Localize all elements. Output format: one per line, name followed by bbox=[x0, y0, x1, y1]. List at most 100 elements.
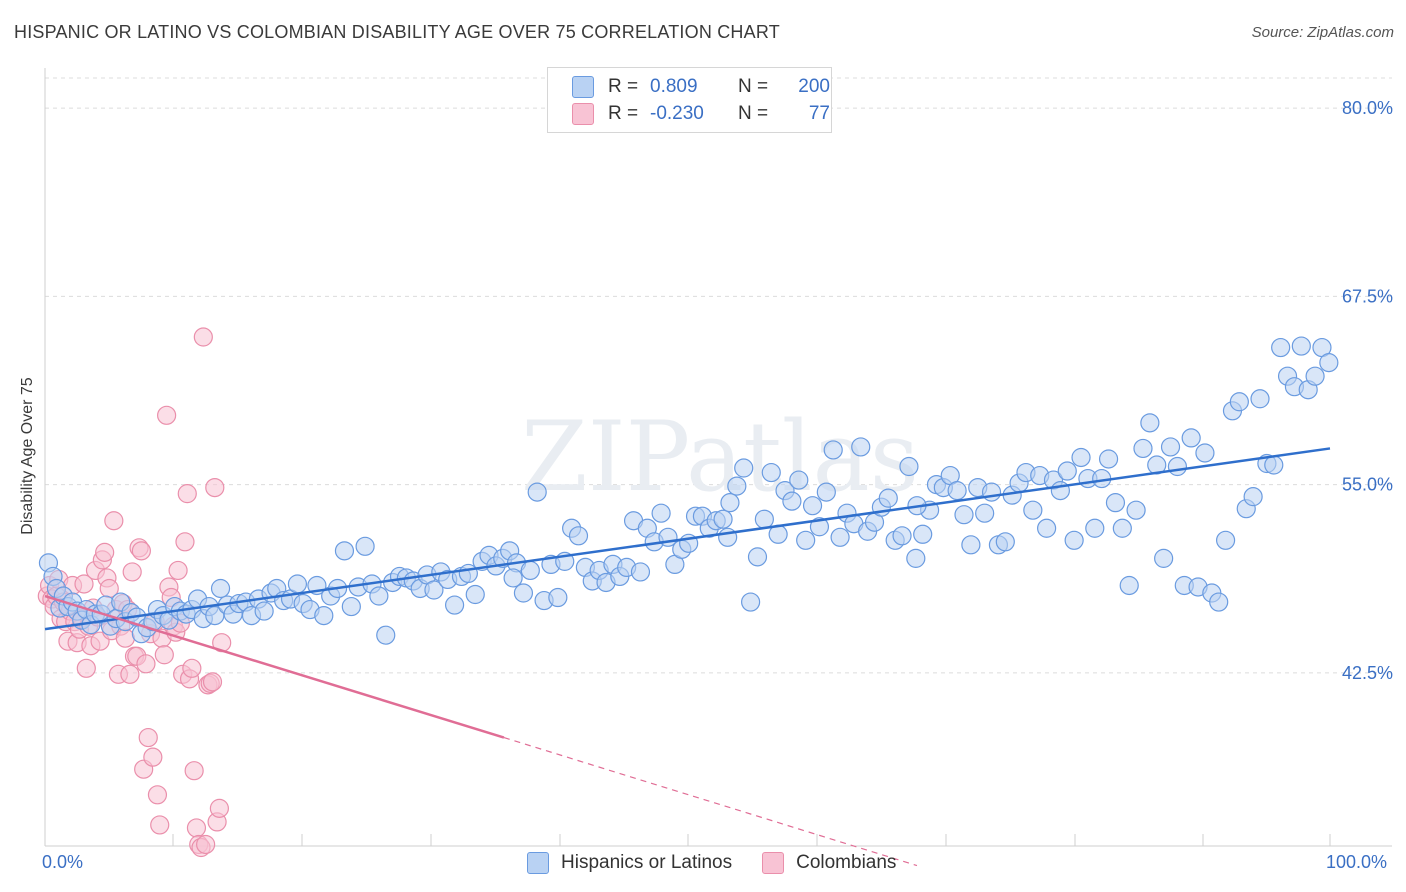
hispanics-point-54 bbox=[341, 596, 361, 617]
legend-n-label: N = bbox=[738, 103, 769, 124]
hispanics-point-136 bbox=[906, 548, 926, 568]
source-label: Source: bbox=[1251, 24, 1304, 41]
hispanics-point-132 bbox=[878, 488, 898, 508]
hispanics-point-121 bbox=[802, 496, 823, 516]
legend-n-label: N = bbox=[738, 76, 769, 97]
hispanics-point-185 bbox=[1243, 487, 1263, 507]
bottom-legend-item-hispanics: Hispanics or Latinos bbox=[527, 852, 732, 874]
hispanics-point-108 bbox=[713, 509, 733, 529]
hispanics-point-167 bbox=[1119, 575, 1139, 596]
y-tick-labels: 42.5% 55.0% 67.5% 80.0% bbox=[1342, 98, 1393, 683]
hispanics-point-160 bbox=[1071, 447, 1091, 468]
hispanics-point-118 bbox=[782, 491, 802, 511]
bottom-legend-swatch-pink bbox=[762, 852, 785, 874]
legend-swatch-pink bbox=[572, 103, 594, 125]
hispanics-point-34 bbox=[210, 578, 231, 599]
colombians-point-69 bbox=[196, 834, 216, 855]
colombians-trend-line bbox=[44, 594, 505, 739]
hispanics-point-58 bbox=[369, 586, 389, 606]
legend-row-hispanics: R = 0.809 N = 200 bbox=[572, 74, 830, 100]
colombians-point-17 bbox=[76, 658, 96, 678]
colombians-point-43 bbox=[136, 654, 156, 674]
hispanics-point-192 bbox=[1291, 336, 1311, 356]
hispanics-point-128 bbox=[851, 437, 871, 457]
watermark: ZIPatlas bbox=[521, 401, 919, 513]
legend-n-value: 200 bbox=[798, 76, 830, 97]
hispanics-point-84 bbox=[548, 587, 568, 608]
y-tick-label-0: 42.5% bbox=[1342, 663, 1393, 683]
hispanics-point-53 bbox=[334, 541, 355, 561]
colombians-point-68 bbox=[193, 327, 213, 347]
colombians-point-37 bbox=[122, 562, 142, 582]
hispanics-point-158 bbox=[1057, 461, 1077, 481]
hispanics-point-99 bbox=[651, 503, 671, 523]
hispanics-point-183 bbox=[1229, 392, 1249, 412]
hispanics-point-169 bbox=[1133, 438, 1153, 459]
hispanics-point-146 bbox=[975, 503, 995, 523]
axes bbox=[44, 68, 1392, 847]
hispanics-point-109 bbox=[720, 493, 740, 513]
hispanics-point-66 bbox=[424, 580, 444, 600]
hispanics-points bbox=[38, 336, 1339, 645]
bottom-legend-swatch-blue bbox=[527, 852, 549, 874]
hispanics-point-199 bbox=[503, 568, 523, 588]
colombians-point-72 bbox=[202, 672, 223, 692]
colombians-point-41 bbox=[131, 541, 151, 561]
y-tick-label-2: 67.5% bbox=[1342, 286, 1393, 306]
hispanics-point-196 bbox=[1319, 353, 1339, 373]
hispanics-point-194 bbox=[1305, 366, 1325, 386]
hispanics-point-137 bbox=[913, 524, 933, 544]
hispanics-point-96 bbox=[630, 562, 651, 582]
hispanics-trend-line bbox=[44, 447, 1331, 631]
hispanics-point-111 bbox=[734, 458, 754, 478]
hispanics-point-142 bbox=[947, 481, 967, 501]
colombians-point-57 bbox=[168, 560, 188, 581]
hispanics-point-110 bbox=[727, 476, 747, 496]
watermark-text: ZIPatlas bbox=[521, 401, 919, 513]
x-tick-label-min: 0.0% bbox=[42, 852, 84, 872]
hispanics-point-186 bbox=[1250, 389, 1270, 409]
colombians-point-73 bbox=[205, 478, 225, 498]
hispanics-point-50 bbox=[314, 605, 334, 626]
hispanics-point-123 bbox=[816, 482, 836, 502]
hispanics-point-79 bbox=[513, 583, 534, 603]
hispanics-point-149 bbox=[995, 532, 1015, 552]
colombians-point-34 bbox=[115, 628, 135, 648]
colombians-point-64 bbox=[184, 761, 204, 781]
hispanics-point-172 bbox=[1154, 548, 1174, 568]
hispanics-point-124 bbox=[823, 440, 843, 460]
bottom-legend-label-colombians: Colombians bbox=[796, 852, 897, 873]
bottom-legend-item-colombians: Colombians bbox=[762, 852, 896, 874]
hispanics-point-166 bbox=[1112, 518, 1132, 538]
hispanics-point-122 bbox=[809, 517, 830, 537]
colombians-point-29 bbox=[104, 511, 124, 531]
hispanics-point-72 bbox=[465, 584, 485, 605]
hispanics-point-159 bbox=[1064, 530, 1084, 550]
x-tick-label-max: 100.0% bbox=[1326, 852, 1388, 872]
colombians-point-46 bbox=[143, 747, 163, 767]
trend-lines bbox=[44, 447, 1331, 867]
colombians-point-16 bbox=[74, 574, 94, 594]
hispanics-point-155 bbox=[1037, 518, 1057, 538]
hispanics-point-114 bbox=[754, 509, 774, 529]
hispanics-point-113 bbox=[747, 547, 768, 567]
hispanics-point-176 bbox=[1181, 428, 1201, 448]
hispanics-point-168 bbox=[1126, 500, 1146, 520]
hispanics-point-56 bbox=[355, 536, 375, 556]
legend-r-label: R = bbox=[608, 103, 639, 124]
colombians-point-60 bbox=[175, 532, 195, 552]
legend-r-value: 0.809 bbox=[650, 76, 698, 97]
hispanics-point-80 bbox=[520, 560, 540, 581]
hispanics-point-173 bbox=[1160, 437, 1181, 457]
legend-r-label: R = bbox=[608, 76, 639, 97]
hispanics-point-153 bbox=[1023, 500, 1043, 520]
hispanics-point-125 bbox=[830, 527, 850, 547]
hispanics-point-178 bbox=[1195, 443, 1215, 463]
colombians-point-48 bbox=[147, 785, 168, 805]
hispanics-point-181 bbox=[1215, 530, 1236, 550]
hispanics-point-135 bbox=[899, 456, 919, 477]
colombians-point-65 bbox=[186, 818, 207, 838]
source-attribution: Source: ZipAtlas.com bbox=[1252, 24, 1394, 41]
chart-title: HISPANIC OR LATINO VS COLOMBIAN DISABILI… bbox=[14, 22, 780, 42]
